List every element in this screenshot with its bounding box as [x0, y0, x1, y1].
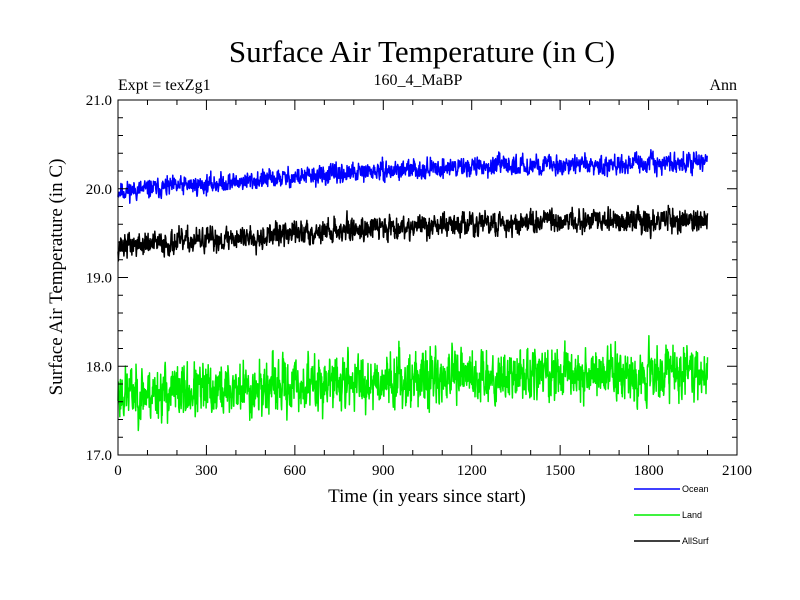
y-tick-label: 21.0: [86, 93, 112, 109]
ticks-group: 0 300 600 900 1200 1500 1800 2100 17.0 18.0 19.0 20…: [86, 93, 752, 479]
x-tick-label: 1500: [545, 463, 575, 479]
y-tick-label: 20.0: [86, 182, 112, 198]
x-tick-label: 300: [195, 463, 218, 479]
x-tick-label: 1800: [634, 463, 664, 479]
x-tick-label: 2100: [722, 463, 752, 479]
series-line-land: [117, 335, 709, 432]
legend-label-land: Land: [682, 510, 702, 520]
y-tick-label: 19.0: [86, 271, 112, 287]
series-line-allsurf: [117, 204, 709, 262]
y-tick-label: 18.0: [86, 359, 112, 375]
chart-title: Surface Air Temperature (in C): [229, 34, 615, 69]
series-group: [117, 149, 709, 432]
x-axis-label: Time (in years since start): [328, 486, 526, 507]
subtitle-left: Expt = texZg1: [118, 77, 211, 94]
legend-label-allsurf: AllSurf: [682, 536, 709, 546]
series-line-ocean: [117, 149, 708, 204]
x-tick-label: 600: [284, 463, 307, 479]
subtitle-center: 160_4_MaBP: [374, 72, 463, 89]
x-tick-label: 900: [372, 463, 395, 479]
subtitle-right: Ann: [709, 77, 737, 94]
legend: Ocean Land AllSurf: [634, 484, 709, 546]
y-tick-label: 17.0: [86, 448, 112, 464]
x-tick-label: 0: [114, 463, 122, 479]
legend-label-ocean: Ocean: [682, 484, 709, 494]
x-tick-label: 1200: [457, 463, 487, 479]
y-axis-label: Surface Air Temperature (in C): [46, 159, 67, 396]
